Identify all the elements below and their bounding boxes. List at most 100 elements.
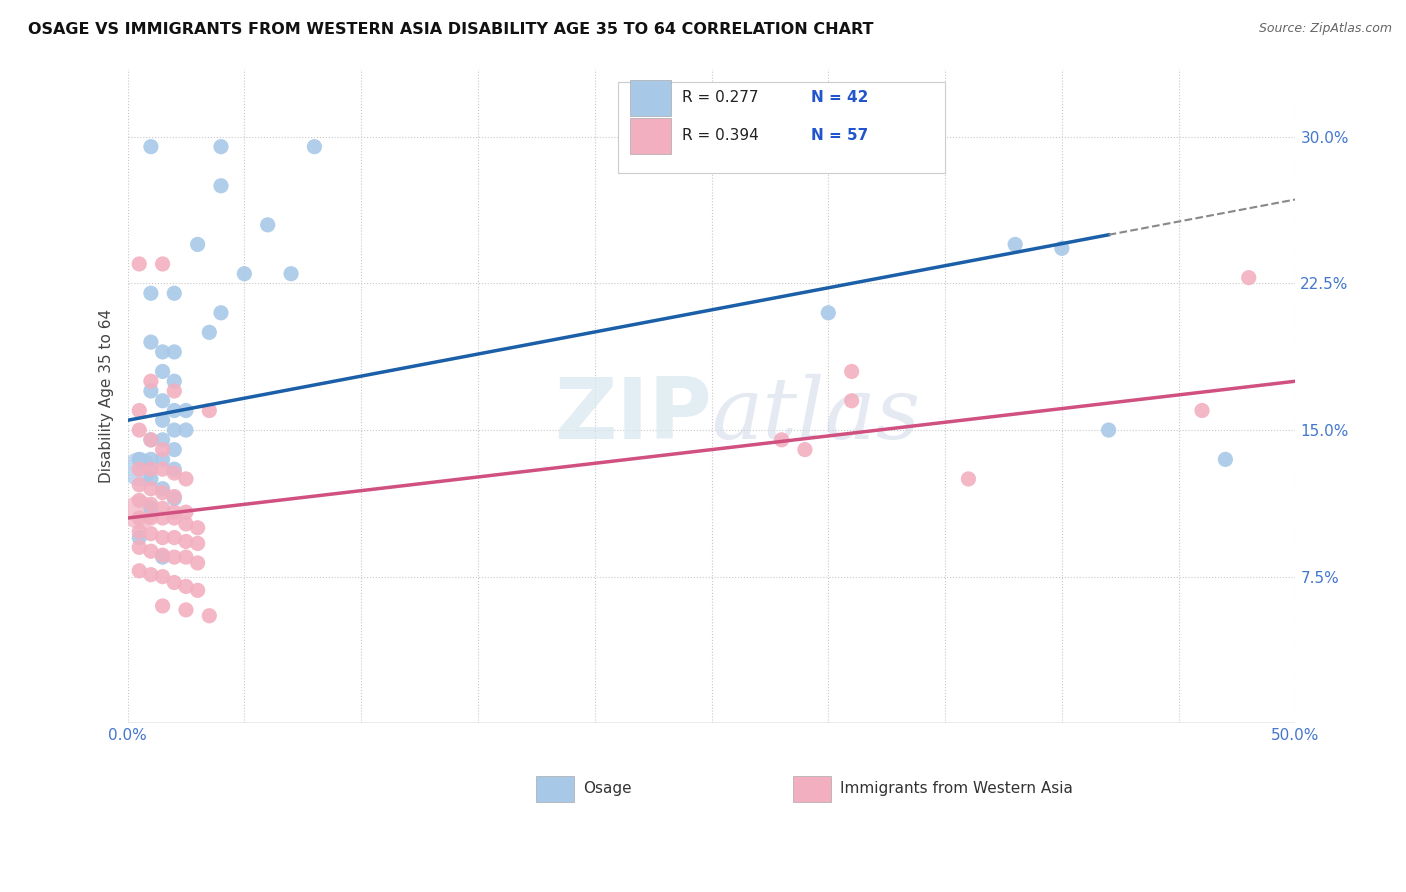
Point	[152, 452, 174, 467]
Point	[152, 485, 174, 500]
Point	[163, 531, 186, 545]
Point	[139, 497, 162, 511]
Point	[841, 364, 863, 378]
Point	[1237, 270, 1260, 285]
Point	[128, 541, 150, 555]
Point	[1215, 452, 1237, 467]
Point	[233, 267, 256, 281]
Point	[187, 521, 209, 535]
Point	[163, 423, 186, 437]
Point	[163, 345, 186, 359]
Point	[139, 544, 162, 558]
Point	[128, 462, 150, 476]
Point	[152, 345, 174, 359]
Point	[187, 583, 209, 598]
FancyBboxPatch shape	[793, 776, 831, 802]
Point	[128, 477, 150, 491]
Text: ZIP: ZIP	[554, 374, 711, 457]
Point	[139, 462, 162, 476]
Point	[139, 139, 162, 153]
Point	[841, 393, 863, 408]
Point	[1191, 403, 1213, 417]
Point	[163, 442, 186, 457]
Point	[128, 403, 150, 417]
Point	[128, 564, 150, 578]
Point	[163, 490, 186, 504]
Point	[152, 548, 174, 562]
Point	[163, 466, 186, 480]
Point	[174, 550, 197, 565]
Text: Immigrants from Western Asia: Immigrants from Western Asia	[839, 781, 1073, 797]
Point	[770, 433, 793, 447]
Point	[794, 442, 817, 457]
Point	[174, 579, 197, 593]
Point	[1097, 423, 1119, 437]
Point	[163, 374, 186, 388]
Point	[187, 237, 209, 252]
Point	[139, 452, 162, 467]
Point	[128, 511, 150, 525]
Point	[256, 218, 278, 232]
Point	[152, 569, 174, 583]
Point	[152, 462, 174, 476]
Point	[163, 384, 186, 398]
Point	[139, 335, 162, 350]
Point	[1050, 241, 1073, 255]
Point	[187, 556, 209, 570]
Point	[174, 603, 197, 617]
Text: OSAGE VS IMMIGRANTS FROM WESTERN ASIA DISABILITY AGE 35 TO 64 CORRELATION CHART: OSAGE VS IMMIGRANTS FROM WESTERN ASIA DI…	[28, 22, 873, 37]
Point	[152, 531, 174, 545]
Point	[128, 493, 150, 508]
Point	[152, 433, 174, 447]
Point	[152, 393, 174, 408]
Point	[139, 374, 162, 388]
Point	[174, 472, 197, 486]
Point	[817, 306, 839, 320]
Point	[163, 286, 186, 301]
Point	[209, 178, 232, 193]
Text: Osage: Osage	[583, 781, 631, 797]
Text: R = 0.394: R = 0.394	[682, 128, 759, 144]
Point	[128, 505, 150, 519]
Point	[304, 139, 326, 153]
Point	[152, 257, 174, 271]
Text: N = 57: N = 57	[811, 128, 868, 144]
Point	[128, 257, 150, 271]
Point	[128, 462, 150, 476]
Point	[139, 526, 162, 541]
Text: Source: ZipAtlas.com: Source: ZipAtlas.com	[1258, 22, 1392, 36]
Point	[139, 482, 162, 496]
Point	[139, 286, 162, 301]
Text: atlas: atlas	[711, 374, 921, 457]
Point	[174, 505, 197, 519]
Point	[1004, 237, 1026, 252]
Point	[163, 403, 186, 417]
Point	[152, 501, 174, 516]
Point	[174, 534, 197, 549]
Point	[139, 567, 162, 582]
Point	[128, 452, 150, 467]
Point	[163, 575, 186, 590]
Point	[128, 524, 150, 539]
Point	[957, 472, 980, 486]
Point	[163, 462, 186, 476]
Point	[152, 364, 174, 378]
Point	[198, 608, 221, 623]
Point	[152, 511, 174, 525]
Point	[209, 306, 232, 320]
Point	[152, 442, 174, 457]
Point	[163, 550, 186, 565]
Point	[152, 550, 174, 565]
Point	[280, 267, 302, 281]
Point	[152, 599, 174, 613]
Point	[174, 403, 197, 417]
Point	[139, 511, 162, 525]
Point	[163, 511, 186, 525]
Point	[128, 531, 150, 545]
FancyBboxPatch shape	[630, 80, 671, 116]
Point	[128, 423, 150, 437]
Text: N = 42: N = 42	[811, 90, 868, 105]
Text: R = 0.277: R = 0.277	[682, 90, 759, 105]
Point	[163, 505, 186, 519]
Y-axis label: Disability Age 35 to 64: Disability Age 35 to 64	[100, 309, 114, 483]
